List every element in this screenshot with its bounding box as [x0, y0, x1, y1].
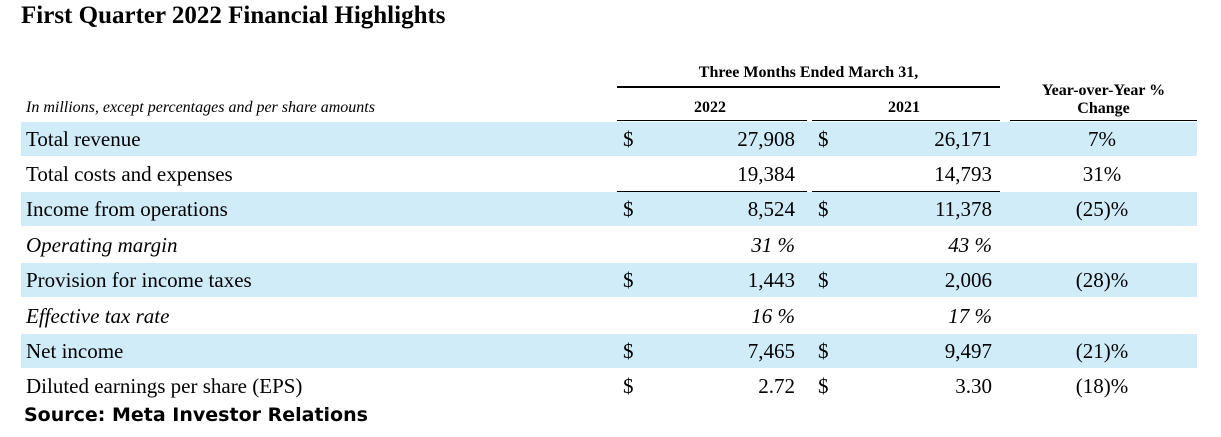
row-label: Total revenue: [26, 127, 141, 151]
table-row: Net income $ 7,465 $ 9,497 (21)%: [21, 334, 1197, 368]
value-2022: 19,384: [737, 162, 795, 186]
column-header-2021: 2021: [888, 99, 920, 116]
table-row: Total costs and expenses 19,384 14,793 3…: [21, 157, 1197, 191]
value-2022: 27,908: [737, 127, 795, 151]
header-rule-2021: [812, 120, 1000, 121]
row-label: Net income: [26, 339, 124, 363]
value-2021: 11,378: [935, 197, 992, 221]
table-row: Income from operations $ 8,524 $ 11,378 …: [21, 192, 1197, 226]
row-label: Diluted earnings per share (EPS): [26, 374, 303, 398]
value-2022: 8,524: [747, 197, 795, 221]
currency-symbol: $: [623, 127, 634, 151]
source-note: Source: Meta Investor Relations: [24, 404, 368, 426]
value-2021: 43 %: [948, 233, 992, 257]
page-title: First Quarter 2022 Financial Highlights: [21, 2, 446, 29]
table-row: Diluted earnings per share (EPS) $ 2.72 …: [21, 369, 1197, 403]
yoy-change: (28)%: [1075, 268, 1129, 292]
period-header-rule: [617, 86, 1000, 88]
yoy-change: (25)%: [1075, 197, 1129, 221]
value-2021: 2,006: [944, 268, 992, 292]
period-header: Three Months Ended March 31,: [698, 64, 919, 81]
currency-symbol: $: [818, 374, 829, 398]
currency-symbol: $: [818, 339, 829, 363]
table-row: Effective tax rate 16 % 17 %: [21, 299, 1197, 333]
currency-symbol: $: [818, 127, 829, 151]
yoy-change: 31%: [1082, 162, 1122, 186]
table-row: Total revenue $ 27,908 $ 26,171 7%: [21, 122, 1197, 156]
row-label: Total costs and expenses: [26, 162, 233, 186]
currency-symbol: $: [818, 197, 829, 221]
row-label: Operating margin: [26, 233, 178, 257]
value-2021: 17 %: [948, 304, 992, 328]
row-label: Income from operations: [26, 197, 228, 221]
units-note: In millions, except percentages and per …: [26, 99, 375, 116]
row-label: Provision for income taxes: [26, 268, 252, 292]
yoy-header-line-1: Year-over-Year %: [1041, 82, 1166, 99]
value-2022: 16 %: [751, 304, 795, 328]
yoy-change: (18)%: [1075, 374, 1129, 398]
currency-symbol: $: [623, 268, 634, 292]
yoy-header-line-2: Change: [1077, 100, 1130, 117]
header-rule-yoy: [1010, 120, 1197, 121]
value-2022: 7,465: [747, 339, 795, 363]
value-2022: 31 %: [751, 233, 795, 257]
currency-symbol: $: [818, 268, 829, 292]
row-label: Effective tax rate: [26, 304, 170, 328]
value-2022: 2.72: [758, 374, 795, 398]
currency-symbol: $: [623, 339, 634, 363]
currency-symbol: $: [623, 197, 634, 221]
subtotal-rule-2022: [617, 191, 807, 192]
subtotal-rule-2021: [812, 191, 1000, 192]
header-rule-2022: [617, 120, 807, 121]
table-row: Operating margin 31 % 43 %: [21, 228, 1197, 262]
yoy-change: (21)%: [1075, 339, 1129, 363]
value-2022: 1,443: [747, 268, 795, 292]
value-2021: 3.30: [955, 374, 992, 398]
currency-symbol: $: [623, 374, 634, 398]
value-2021: 14,793: [934, 162, 992, 186]
yoy-change: 7%: [1088, 127, 1116, 151]
value-2021: 9,497: [944, 339, 992, 363]
table-row: Provision for income taxes $ 1,443 $ 2,0…: [21, 263, 1197, 297]
value-2021: 26,171: [934, 127, 992, 151]
column-header-2022: 2022: [694, 99, 726, 116]
